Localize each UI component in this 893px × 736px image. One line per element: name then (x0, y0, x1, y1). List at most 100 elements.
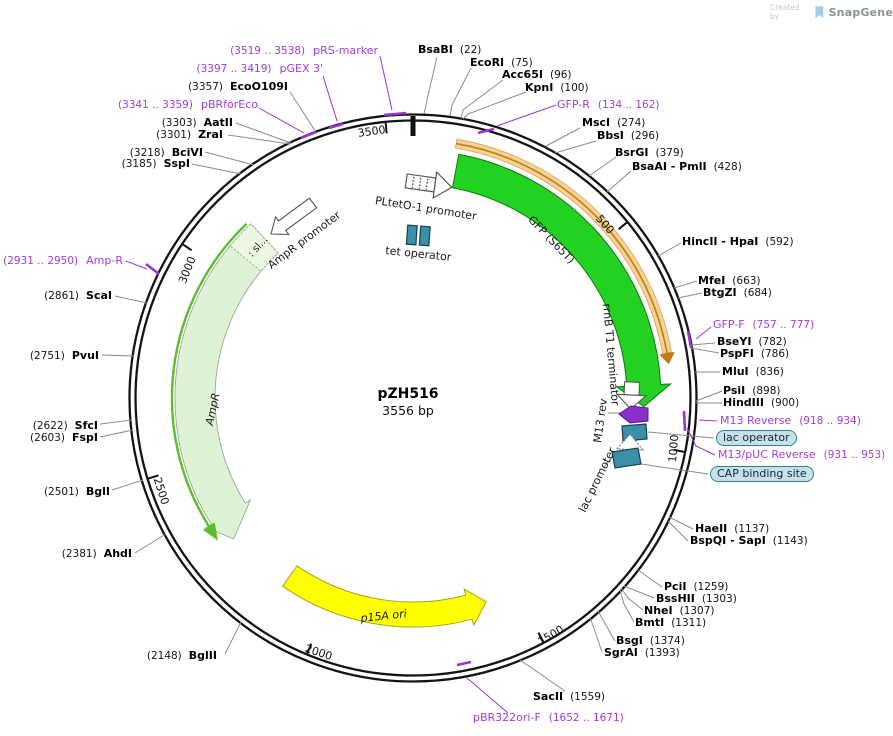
enzyme-name: BtgZI (703, 286, 737, 299)
primer-label-pbr322ori-f: pBR322ori-F (1652 .. 1671) (473, 712, 624, 725)
enzyme-name: PspFI (720, 347, 754, 360)
enzyme-name: HaeII (695, 522, 728, 535)
terminator-down-arrow (615, 381, 648, 410)
enzyme-label-zrai: (3301) ZraI (156, 129, 223, 142)
primer-name: M13/pUC Reverse (718, 448, 816, 461)
enzyme-label-scai: (2861) ScaI (44, 289, 112, 303)
enzyme-label-bsgi: BsgI (1374) (616, 635, 685, 648)
enzyme-pos: (1311) (671, 617, 707, 629)
enzyme-pos: (75) (511, 57, 533, 69)
enzyme-name: BbsI (597, 129, 624, 142)
enzyme-label-bsaai-pmli: BsaAI - PmlI (428) (632, 161, 742, 174)
watermark-created-by: Created by (770, 3, 800, 21)
enzyme-pos: (96) (549, 69, 572, 81)
snapgene-logo-icon (815, 5, 824, 18)
primer-range: (3519 .. 3538) (230, 45, 306, 57)
m13-rev-primer-arrow (618, 405, 649, 424)
enzyme-pos: (592) (765, 236, 794, 248)
plteto1-promoter-arrow (404, 170, 453, 199)
enzyme-name: MluI (722, 365, 749, 378)
primer-range: (3341 .. 3359) (117, 99, 193, 111)
enzyme-name: MfeI (698, 274, 726, 287)
primer-label-gfp-f: GFP-F (757 .. 777) (713, 319, 814, 332)
enzyme-name: PsiI (723, 384, 746, 397)
enzyme-name: AhdI (103, 547, 132, 560)
enzyme-label-bseyi: BseYI (782) (717, 336, 787, 349)
enzyme-name: BmtI (635, 616, 665, 629)
enzyme-pos: (782) (758, 336, 787, 348)
enzyme-pos: (2751) (29, 350, 65, 362)
primer-range: (931 .. 953) (823, 449, 886, 461)
enzyme-label-ecori: EcoRI (75) (470, 56, 533, 70)
enzyme-pos: (786) (760, 348, 790, 360)
enzyme-label-aatii: (3303) AatII (161, 117, 233, 130)
enzyme-pos: (1374) (649, 635, 685, 647)
enzyme-label-bcivi: (3218) BciVI (129, 147, 203, 160)
rrnb-terminator-arc (454, 138, 675, 365)
enzyme-label-msci: MscI (274) (582, 116, 646, 130)
enzyme-pos: (3303) (161, 117, 197, 129)
tet-operator-glyph (405, 224, 431, 247)
enzyme-pos: (2381) (61, 548, 97, 560)
enzyme-name: MscI (582, 116, 611, 129)
primer-marks (125, 55, 718, 714)
enzyme-pos: (900) (770, 397, 800, 409)
watermark-brand: SnapGene (828, 5, 893, 19)
enzyme-label-ahdi: (2381) AhdI (61, 547, 132, 561)
enzyme-name: BspQI - SapI (690, 534, 766, 547)
enzyme-label-bmti: BmtI (1311) (635, 616, 707, 630)
enzyme-name: Acc65I (502, 68, 543, 81)
primer-name: Amp-R (86, 254, 123, 267)
enzyme-pos: (274) (617, 117, 646, 129)
enzyme-name: BglI (85, 485, 110, 498)
gfp-arc (451, 153, 673, 408)
enzyme-pos: (3218) (129, 147, 165, 159)
enzyme-name: SgrAI (604, 646, 638, 659)
ampr-arc (170, 222, 279, 541)
enzyme-name: BglII (188, 649, 217, 662)
enzyme-label-bspqi-sapi: BspQI - SapI (1143) (690, 534, 808, 548)
enzyme-pos: (296) (630, 130, 660, 142)
primer-label-pbrforeco: (3341 .. 3359) pBRforEco (117, 99, 258, 112)
enzyme-label-mfei: MfeI (663) (698, 274, 761, 288)
enzyme-name: BssHII (656, 592, 695, 605)
enzyme-pos: (836) (755, 366, 784, 378)
enzyme-label-btgzi: BtgZI (684) (703, 286, 772, 300)
plasmid-size: 3556 bp (382, 403, 434, 418)
enzyme-pos: (898) (752, 385, 781, 397)
enzyme-pos: (2603) (30, 432, 65, 444)
primer-label-gfp-r: GFP-R (134 .. 162) (557, 98, 660, 112)
enzyme-label-hincii-hpai: HincII - HpaI (592) (682, 236, 794, 249)
primer-label-pgex3: (3397 .. 3419) pGEX 3' (196, 62, 323, 76)
primer-name: GFP-R (557, 98, 590, 111)
enzyme-name: ScaI (86, 289, 112, 302)
enzyme-name: FspI (71, 431, 98, 444)
enzyme-pos: (1143) (772, 535, 808, 547)
enzyme-name: NheI (644, 604, 673, 617)
enzyme-name: EcoRI (470, 56, 505, 69)
enzyme-name: SacII (533, 690, 564, 703)
enzyme-name: PciI (664, 580, 687, 593)
enzyme-pos: (1259) (693, 581, 729, 593)
enzyme-pos: (1307) (679, 605, 715, 617)
enzyme-label-sspi: (3185) SspI (122, 157, 190, 171)
enzyme-name: SfcI (74, 419, 98, 432)
enzyme-label-hindiii: HindIII (900) (723, 397, 800, 410)
enzyme-pos: (1393) (644, 647, 680, 659)
primer-range: (1652 .. 1671) (548, 712, 624, 724)
primer-name: pGEX 3' (279, 62, 323, 75)
primer-label-m13-puc-reverse: M13/pUC Reverse (931 .. 953) (718, 448, 886, 462)
enzyme-pos: (428) (713, 161, 742, 173)
enzyme-label-ecoo109i: (3357) EcoO109I (188, 81, 288, 94)
enzyme-name: SspI (163, 157, 190, 170)
primer-label-prs-marker: (3519 .. 3538) pRS-marker (230, 45, 378, 58)
enzyme-label-nhei: NheI (1307) (644, 604, 715, 618)
enzyme-pos: (22) (459, 44, 482, 56)
enzyme-label-bsshii: BssHII (1303) (656, 592, 737, 606)
enzyme-label-pvui: (2751) PvuI (29, 350, 99, 363)
enzyme-label-acc65i: Acc65I (96) (502, 68, 572, 82)
enzyme-label-bsabi: BsaBI (22) (418, 44, 482, 57)
enzyme-label-psii: PsiI (898) (723, 384, 781, 398)
enzyme-pos: (2501) (43, 486, 79, 498)
